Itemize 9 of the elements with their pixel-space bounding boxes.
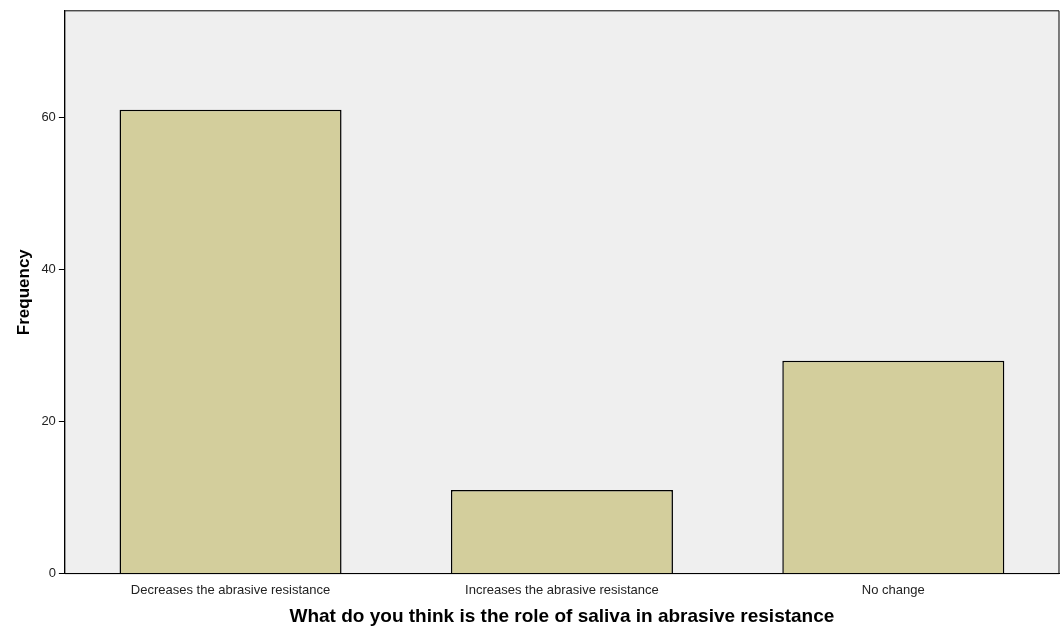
y-axis-title: Frequency bbox=[13, 248, 33, 336]
x-tick-label: Decreases the abrasive resistance bbox=[130, 581, 331, 597]
x-axis-title: What do you think is the role of saliva in abrasive resistance bbox=[289, 604, 835, 626]
x-tick-label: Increases the abrasive resistance bbox=[465, 581, 659, 597]
x-tick-label: No change bbox=[861, 581, 925, 597]
y-tick-label: 0 bbox=[48, 565, 56, 581]
y-tick-label: 40 bbox=[41, 260, 56, 276]
y-tick-label: 20 bbox=[41, 413, 56, 429]
y-tick-label: 60 bbox=[41, 108, 56, 124]
